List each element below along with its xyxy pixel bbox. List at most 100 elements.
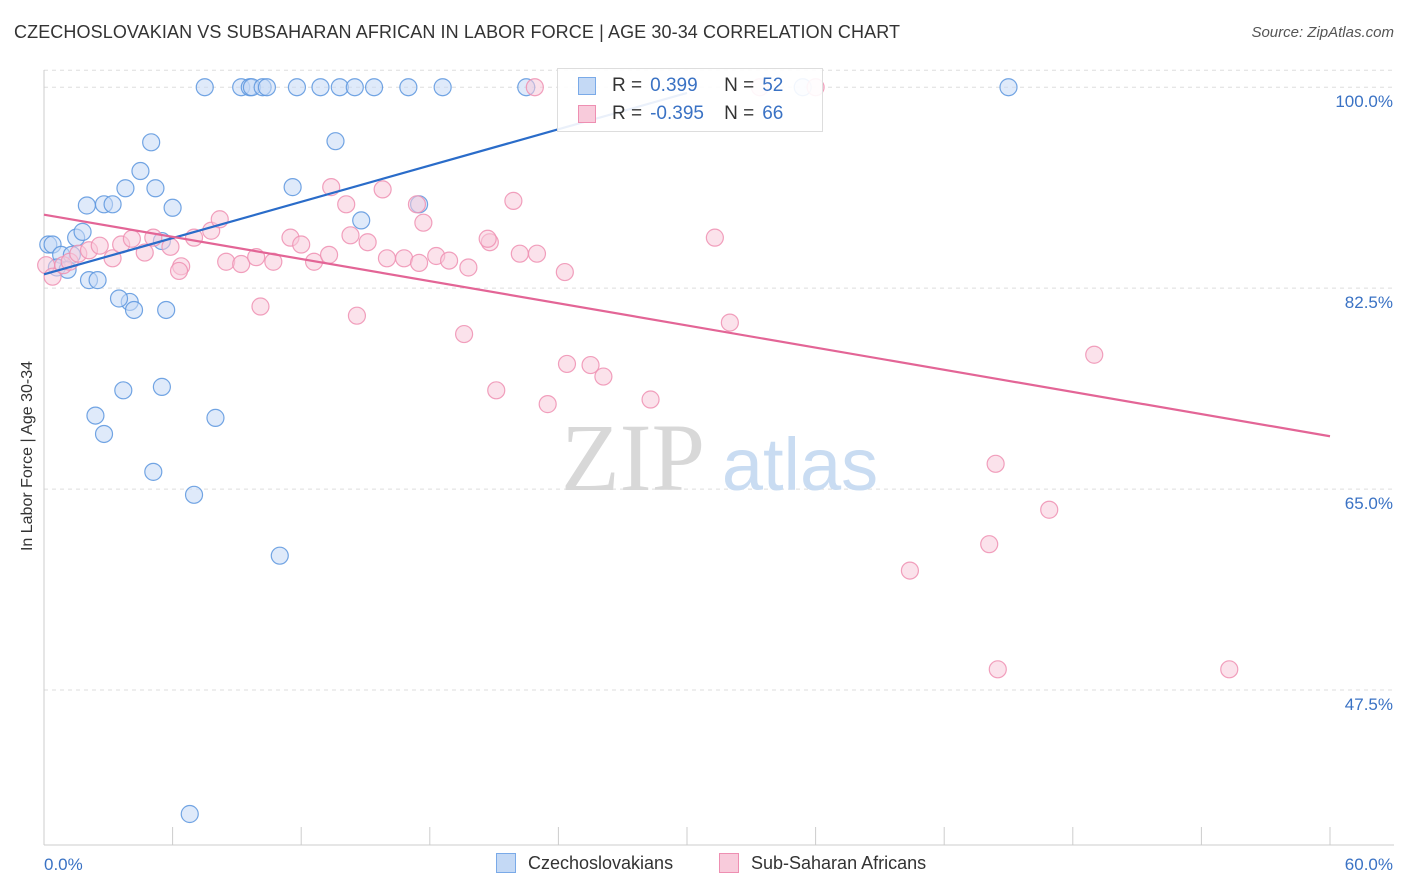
data-point [287,78,307,97]
stats-swatch-subsaharan [578,105,596,123]
data-point [195,78,214,97]
stats-row-czechoslovakians: R = 0.399 N = 52 [578,73,783,99]
data-point [270,546,289,565]
data-point [283,178,302,197]
data-point [407,195,427,214]
data-point [409,253,429,272]
data-point [337,195,356,214]
data-point [347,306,367,325]
legend-item-czechoslovakians[interactable]: Czechoslovakians [496,851,673,875]
data-point [510,244,529,263]
data-point [394,249,414,268]
data-point [399,78,418,97]
r-value: -0.395 [650,103,704,124]
data-point [77,196,96,215]
data-point [319,245,339,264]
n-label: N = [724,75,755,96]
data-point [152,377,171,396]
data-point [999,78,1018,97]
data-point [135,243,154,262]
data-point [341,226,360,245]
data-point [986,454,1005,473]
axes [43,70,1394,846]
watermark: ZIP atlas [561,404,878,511]
data-point [433,78,452,97]
y-tick-label: 82.5% [1345,293,1393,312]
legend-label: Sub-Saharan Africans [751,852,927,873]
data-point [478,229,497,248]
watermark-zip: ZIP [561,404,705,511]
data-point [257,78,277,97]
data-point [122,229,141,248]
data-point [352,211,371,230]
data-point [988,660,1007,679]
x-tick-label: 60.0% [1345,855,1393,874]
y-tick-label: 100.0% [1335,92,1393,111]
chart-title: CZECHOSLOVAKIAN VS SUBSAHARAN AFRICAN IN… [14,22,901,42]
legend-swatch-subsaharan [719,853,739,873]
data-point [364,78,384,97]
data-point [705,228,724,247]
x-tick-label: 0.0% [44,855,83,874]
data-point [557,354,577,374]
data-point [163,198,182,217]
data-point [900,561,920,580]
correlation-stats-box: R = 0.399 N = 52 R = -0.395 N = 66 [557,68,823,132]
data-point [180,804,199,824]
legend-item-subsaharan[interactable]: Sub-Saharan Africans [719,851,926,875]
grid-lines [44,69,1394,691]
data-point [459,258,478,277]
stats-swatch-czechoslovakians [578,77,596,95]
n-value: 66 [762,103,784,124]
data-point [292,235,311,254]
data-point [144,462,163,481]
data-point [131,161,150,181]
stats-row-subsaharan: R = -0.395 N = 66 [578,101,783,127]
data-point [345,78,364,97]
data-point [217,252,236,271]
y-tick-label: 65.0% [1345,494,1393,513]
data-point [439,251,459,270]
data-point [184,485,204,504]
y-tick-label: 47.5% [1345,695,1393,714]
series-points-subsaharan [37,78,1239,679]
data-point [157,300,176,320]
data-point [326,132,345,151]
data-point [594,367,613,386]
data-point [980,535,999,554]
series-points-czechoslovakians [39,78,1018,824]
data-point [641,390,660,409]
data-point [525,78,544,97]
data-point [311,78,330,97]
data-point [114,381,133,400]
data-point [116,179,135,198]
n-label: N = [724,103,755,124]
data-point [86,406,105,425]
data-point [527,244,547,263]
data-point [124,300,144,320]
trend-line-subsaharan [43,213,1331,438]
data-point [373,180,392,199]
legend-swatch-czechoslovakians [496,853,516,873]
data-point [504,191,523,210]
data-point [73,222,92,241]
data-point [377,249,397,268]
data-point [109,289,129,308]
legend-label: Czechoslovakians [528,852,674,873]
data-point [1220,660,1239,679]
data-point [251,297,270,316]
data-point [206,408,225,427]
data-point [720,313,739,332]
r-label: R = [612,103,643,124]
data-point [581,355,600,375]
r-value: 0.399 [650,75,698,96]
data-point [142,133,161,152]
data-point [1040,500,1059,519]
data-point [454,324,474,344]
data-point [103,195,122,214]
data-point [169,261,189,281]
data-point [232,254,251,274]
tick-labels: 47.5% 65.0% 82.5% 100.0% 0.0% 60.0% [44,92,1393,874]
data-point [538,395,557,414]
